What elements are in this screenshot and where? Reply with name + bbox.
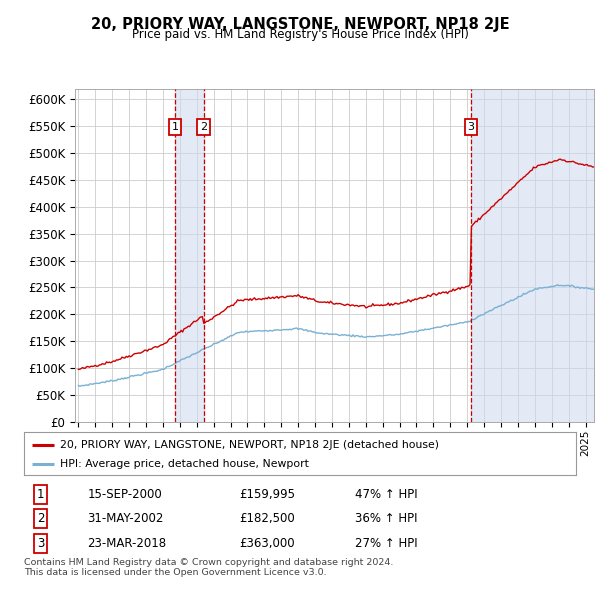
Text: 23-MAR-2018: 23-MAR-2018 [88,537,167,550]
Text: 47% ↑ HPI: 47% ↑ HPI [355,488,418,501]
Bar [471,88,600,422]
Text: 2: 2 [37,512,44,525]
Text: 3: 3 [467,122,475,132]
Text: 15-SEP-2000: 15-SEP-2000 [88,488,162,501]
Text: £182,500: £182,500 [239,512,295,525]
Text: 20, PRIORY WAY, LANGSTONE, NEWPORT, NP18 2JE: 20, PRIORY WAY, LANGSTONE, NEWPORT, NP18… [91,17,509,32]
Text: HPI: Average price, detached house, Newport: HPI: Average price, detached house, Newp… [60,459,309,469]
Text: 3: 3 [37,537,44,550]
Text: £363,000: £363,000 [239,537,295,550]
Bar [175,88,203,422]
Text: 1: 1 [37,488,44,501]
Text: 2: 2 [200,122,207,132]
Text: 20, PRIORY WAY, LANGSTONE, NEWPORT, NP18 2JE (detached house): 20, PRIORY WAY, LANGSTONE, NEWPORT, NP18… [60,440,439,450]
Text: 36% ↑ HPI: 36% ↑ HPI [355,512,418,525]
Text: 1: 1 [172,122,178,132]
Text: Contains HM Land Registry data © Crown copyright and database right 2024.
This d: Contains HM Land Registry data © Crown c… [24,558,394,577]
Text: 27% ↑ HPI: 27% ↑ HPI [355,537,418,550]
Text: £159,995: £159,995 [239,488,295,501]
Text: Price paid vs. HM Land Registry's House Price Index (HPI): Price paid vs. HM Land Registry's House … [131,28,469,41]
Text: 31-MAY-2002: 31-MAY-2002 [88,512,164,525]
